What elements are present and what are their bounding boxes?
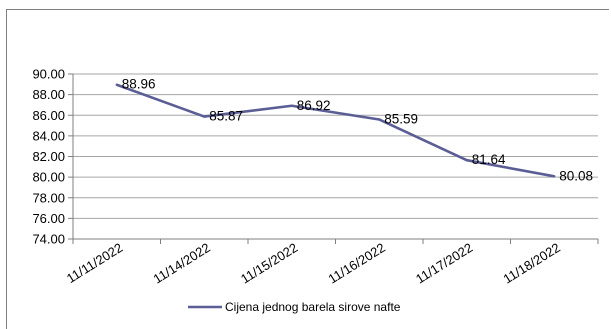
data-label: 80.08	[559, 168, 593, 183]
gridlines	[73, 73, 598, 219]
y-tick-label: 76.00	[32, 211, 65, 226]
y-axis-ticks: 90.00 88.00 86.00 84.00 82.00 80.00 78.00 76.00…	[32, 67, 73, 247]
x-tick-label: 11/16/2022	[326, 240, 388, 287]
y-tick-label: 86.00	[32, 108, 65, 123]
x-tick-label: 11/17/2022	[413, 240, 475, 287]
legend: Cijena jednog barela sirove nafte	[188, 300, 401, 314]
data-point	[290, 104, 293, 107]
y-tick-label: 74.00	[32, 232, 65, 247]
data-point	[203, 115, 206, 118]
data-label: 81.64	[472, 152, 506, 167]
y-tick-label: 82.00	[32, 149, 65, 164]
data-label: 88.96	[122, 77, 156, 92]
x-axis-ticks: 11/11/2022 11/14/2022 11/15/2022 11/16/2022…	[64, 239, 599, 287]
y-tick-label: 90.00	[32, 67, 65, 82]
x-tick-label: 11/18/2022	[501, 240, 563, 287]
series-line	[116, 83, 555, 178]
data-label: 85.59	[384, 111, 418, 126]
x-tick-label: 11/15/2022	[238, 240, 300, 287]
data-label: 85.87	[209, 109, 243, 124]
data-point	[378, 118, 381, 121]
x-tick-label: 11/11/2022	[64, 240, 125, 286]
series-layer	[115, 83, 556, 178]
y-tick-label: 84.00	[32, 128, 65, 143]
y-tick-label: 88.00	[32, 87, 65, 102]
data-point	[553, 175, 556, 178]
data-label: 86.92	[297, 98, 331, 113]
data-point	[115, 83, 118, 86]
legend-label: Cijena jednog barela sirove nafte	[225, 300, 401, 314]
data-labels: 88.96 85.87 86.92 85.59 81.64 80.08	[122, 77, 593, 184]
chart-frame	[6, 9, 609, 329]
y-tick-label: 80.00	[32, 170, 65, 185]
y-tick-label: 78.00	[32, 190, 65, 205]
x-tick-label: 11/14/2022	[151, 240, 213, 287]
data-point	[465, 159, 468, 162]
